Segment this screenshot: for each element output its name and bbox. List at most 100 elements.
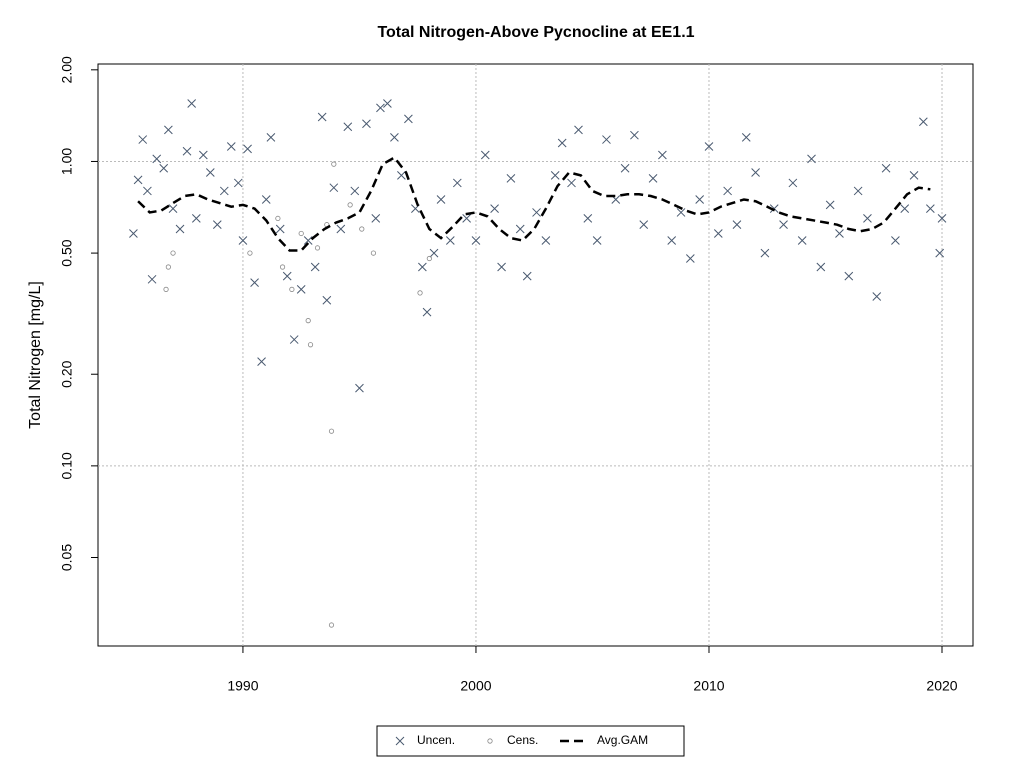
point: [937, 214, 947, 223]
point: [891, 236, 900, 245]
point: [261, 195, 271, 204]
x-tick-label: 2000: [460, 678, 491, 694]
point: [797, 236, 807, 245]
point: [919, 117, 928, 127]
point: [462, 214, 471, 223]
point: [164, 125, 173, 135]
point: [835, 229, 844, 238]
point: [355, 383, 364, 393]
y-tick-label: 0.50: [59, 239, 75, 266]
point: [779, 220, 788, 230]
point: [212, 220, 222, 230]
point: [676, 208, 686, 217]
point: [872, 292, 882, 301]
point: [909, 171, 919, 180]
point: [417, 290, 423, 296]
point: [515, 224, 525, 234]
point: [567, 178, 576, 188]
point: [695, 195, 705, 204]
point: [825, 200, 835, 210]
point: [404, 114, 413, 124]
point: [336, 224, 346, 234]
point: [602, 135, 611, 144]
point: [648, 174, 658, 183]
point: [713, 229, 723, 238]
point: [275, 215, 281, 222]
point: [165, 264, 171, 270]
point: [362, 119, 371, 129]
point: [532, 208, 541, 217]
point: [247, 250, 253, 256]
legend-box: [376, 725, 685, 757]
point: [853, 186, 863, 196]
point: [371, 214, 381, 223]
y-tick-label: 0.05: [59, 544, 75, 571]
point: [422, 307, 432, 317]
point: [816, 262, 826, 272]
point: [205, 168, 215, 177]
point: [760, 248, 770, 258]
point: [198, 150, 208, 160]
point: [226, 142, 236, 151]
point: [751, 168, 760, 177]
point: [298, 230, 304, 237]
point: [343, 122, 353, 132]
point: [289, 335, 299, 344]
y-tick-label: 0.10: [59, 452, 75, 479]
point: [397, 171, 406, 180]
y-tick-label: 0.20: [59, 360, 75, 387]
point: [303, 236, 313, 245]
point: [314, 245, 321, 251]
point: [328, 428, 335, 434]
point: [266, 132, 276, 142]
point: [233, 178, 243, 188]
point: [807, 154, 816, 164]
point: [741, 132, 751, 142]
point: [322, 295, 332, 305]
point: [359, 226, 365, 232]
point: [296, 285, 306, 294]
legend-label: Uncen.: [417, 733, 455, 747]
point: [163, 286, 169, 292]
point: [723, 186, 732, 196]
point: [347, 202, 353, 208]
point: [506, 174, 516, 183]
point: [310, 262, 320, 272]
point: [238, 236, 248, 245]
point: [471, 236, 481, 245]
y-tick-label: 2.00: [59, 56, 75, 83]
point: [250, 278, 259, 287]
point: [317, 112, 327, 122]
point: [574, 125, 583, 135]
legend-label: Avg.GAM: [597, 733, 648, 747]
point: [541, 236, 551, 245]
point: [620, 163, 630, 173]
point: [331, 161, 337, 167]
point: [844, 271, 854, 281]
point: [480, 150, 490, 160]
point: [243, 144, 252, 154]
x-tick-label: 2020: [926, 678, 957, 694]
point: [329, 183, 339, 193]
point: [187, 99, 197, 108]
point: [426, 255, 432, 262]
point: [143, 186, 152, 196]
point: [390, 132, 399, 142]
legend-swatch: [487, 738, 493, 744]
point: [445, 236, 455, 245]
y-tick-label: 1.00: [59, 148, 75, 175]
legend-label: Cens.: [507, 733, 538, 747]
point: [159, 163, 169, 173]
x-tick-label: 1990: [227, 678, 258, 694]
legend-swatch: [395, 736, 405, 746]
point: [376, 103, 385, 113]
point: [279, 264, 286, 270]
point: [452, 178, 462, 188]
point: [592, 236, 602, 245]
point: [170, 250, 176, 256]
point: [732, 220, 742, 230]
point: [557, 138, 567, 148]
point: [550, 171, 560, 180]
point: [881, 163, 891, 173]
